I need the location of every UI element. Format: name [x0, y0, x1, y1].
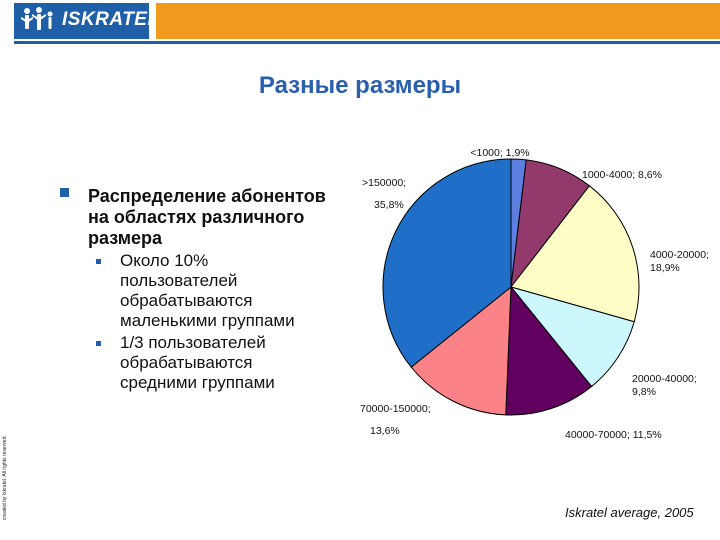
pie-slice [509, 286, 635, 388]
square-bullet-icon [96, 259, 101, 264]
bullet-list: Распределение абонентов на областях разл… [60, 186, 330, 393]
bullet-sub: 1/3 пользователей обрабатываются средним… [60, 333, 330, 393]
pie-slice [410, 285, 512, 416]
bullet-sub-text: Около 10% пользователей обрабатываются м… [120, 251, 295, 330]
header-accent-bar [156, 3, 720, 39]
header-bar: ISKRATEL [0, 0, 720, 46]
bullet-sub: Около 10% пользователей обрабатываются м… [60, 251, 330, 331]
logo-text: ISKRATEL [62, 9, 160, 30]
bullet-main-text: Распределение абонентов на областях разл… [88, 186, 326, 248]
slice-label: <1000; 1,9% [470, 147, 529, 159]
slice-label: 20000-40000; 9,8% [632, 373, 697, 398]
slice-label: 70000-150000; 13,6% [360, 403, 431, 437]
slice-label: >150000; 35,8% [362, 177, 406, 211]
bullet-main: Распределение абонентов на областях разл… [60, 186, 330, 249]
slide-title: Разные размеры [258, 72, 462, 99]
pie-slice [505, 285, 593, 416]
square-bullet-icon [96, 341, 101, 346]
iskratel-logo: ISKRATEL [14, 3, 159, 39]
slice-label: 4000-20000; 18,9% [650, 249, 709, 274]
pie-slice [510, 185, 640, 323]
slice-label: 1000-4000; 8,6% [582, 169, 662, 181]
header-divider [14, 41, 720, 44]
bullet-sub-text: 1/3 пользователей обрабатываются средним… [120, 333, 275, 392]
pie-slice [382, 158, 512, 368]
square-bullet-icon [60, 188, 69, 197]
people-figures-icon [21, 7, 53, 30]
source-note: Iskratel average, 2005 [565, 505, 694, 520]
slice-label: 40000-70000; 11,5% [565, 429, 662, 441]
